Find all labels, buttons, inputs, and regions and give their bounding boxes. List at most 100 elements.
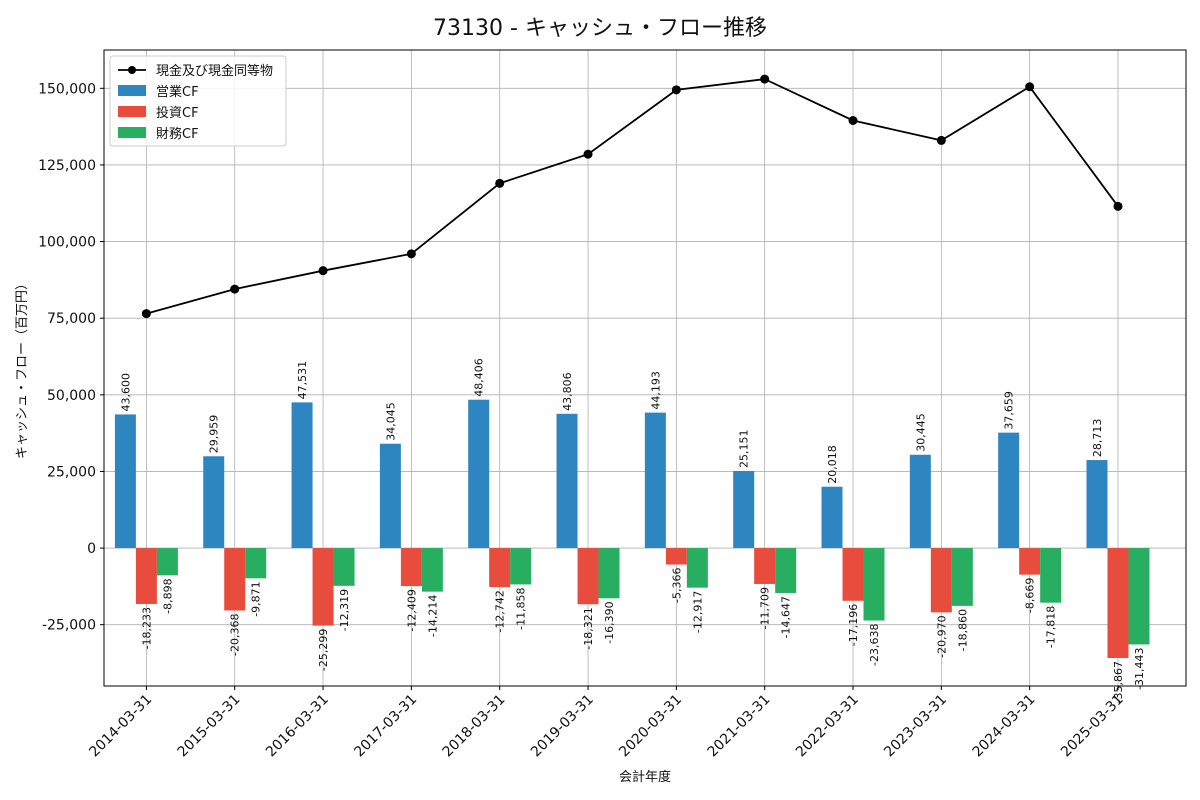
bar-営業CF	[909, 454, 931, 549]
x-tick-label: 2017-03-31	[351, 692, 420, 761]
data-label: 37,659	[1003, 391, 1016, 430]
y-tick-label: 0	[87, 541, 96, 557]
bar-営業CF	[203, 456, 225, 549]
x-tick-label: 2020-03-31	[616, 692, 685, 761]
data-label: -14,647	[780, 596, 793, 638]
cash-point	[1113, 201, 1123, 211]
bar-営業CF	[1086, 460, 1108, 549]
data-label: 28,713	[1091, 419, 1104, 458]
chart-title: 73130 - キャッシュ・フロー推移	[433, 16, 767, 41]
bar-財務CF	[1128, 548, 1150, 645]
bar-財務CF	[863, 548, 885, 621]
data-label: -35,867	[1112, 661, 1125, 703]
legend-box	[109, 55, 287, 147]
y-tick-label: 125,000	[38, 158, 96, 174]
cash-line	[146, 78, 1119, 315]
data-label: 48,406	[473, 358, 486, 397]
bar-投資CF	[1107, 548, 1129, 659]
bar-投資CF	[842, 548, 864, 601]
cash-point	[141, 309, 151, 319]
data-label: -11,709	[759, 587, 772, 629]
cash-point	[583, 149, 593, 159]
bar-営業CF	[379, 443, 401, 549]
legend-line-marker	[128, 66, 136, 74]
bar-投資CF	[135, 548, 157, 604]
bar-投資CF	[224, 548, 246, 611]
y-tick-label: 150,000	[38, 81, 96, 97]
bar-財務CF	[598, 548, 620, 599]
bar-財務CF	[510, 548, 532, 585]
data-label: -18,233	[140, 607, 153, 649]
x-tick-label: 2018-03-31	[440, 692, 509, 761]
y-tick-label: 100,000	[38, 235, 96, 251]
bar-投資CF	[930, 548, 952, 613]
x-axis-label: 会計年度	[619, 769, 671, 785]
data-label: 20,018	[826, 445, 839, 484]
legend-swatch	[118, 85, 146, 96]
x-tick-label: 2025-03-31	[1058, 692, 1127, 761]
bar-投資CF	[489, 548, 511, 588]
legend-label: 財務CF	[156, 127, 199, 142]
data-label: -12,742	[494, 590, 507, 632]
bar-財務CF	[1040, 548, 1062, 603]
bar-財務CF	[686, 548, 708, 588]
x-tick-label: 2016-03-31	[263, 692, 332, 761]
bar-営業CF	[556, 413, 578, 549]
bar-投資CF	[577, 548, 599, 605]
bar-投資CF	[312, 548, 334, 626]
data-label: -23,638	[868, 624, 881, 666]
cash-point	[230, 284, 240, 294]
y-tick-label: 50,000	[47, 388, 96, 404]
data-label: 34,045	[384, 402, 397, 441]
bar-財務CF	[156, 548, 178, 576]
bar-投資CF	[1019, 548, 1041, 575]
bar-営業CF	[998, 432, 1020, 549]
data-label: -31,443	[1133, 647, 1146, 689]
bar-投資CF	[400, 548, 422, 587]
cash-point	[318, 266, 328, 276]
data-label: -18,860	[956, 609, 969, 651]
bar-財務CF	[333, 548, 355, 586]
data-label: 29,959	[208, 415, 221, 454]
data-label: 30,445	[914, 413, 927, 452]
x-tick-label: 2024-03-31	[970, 692, 1039, 761]
x-tick-label: 2019-03-31	[528, 692, 597, 761]
data-label: -17,818	[1045, 606, 1058, 648]
data-label: 47,531	[296, 361, 309, 400]
legend-swatch	[118, 106, 146, 117]
x-tick-label: 2015-03-31	[175, 692, 244, 761]
data-label: -9,871	[250, 581, 263, 616]
data-label: -18,321	[582, 607, 595, 649]
bar-営業CF	[644, 412, 666, 549]
bar-財務CF	[421, 548, 443, 592]
cash-point	[495, 178, 505, 188]
y-tick-label: 75,000	[47, 311, 96, 327]
data-label: 25,151	[738, 429, 751, 468]
x-tick-label: 2022-03-31	[793, 692, 862, 761]
bar-営業CF	[733, 470, 755, 549]
data-label: -20,970	[935, 615, 948, 657]
data-label: -12,409	[405, 589, 418, 631]
x-tick-label: 2014-03-31	[86, 692, 155, 761]
bar-財務CF	[245, 548, 267, 579]
cash-point	[1025, 82, 1035, 92]
plot-frame	[103, 49, 1187, 687]
legend-label: 投資CF	[156, 105, 199, 121]
y-tick-label: 25,000	[47, 464, 96, 480]
data-label: -17,196	[847, 604, 860, 646]
data-label: 43,806	[561, 372, 574, 411]
bar-営業CF	[468, 399, 490, 549]
data-label: -20,368	[229, 614, 242, 656]
x-tick-label: 2023-03-31	[881, 692, 950, 761]
bar-営業CF	[291, 402, 313, 549]
data-label: -12,319	[338, 589, 351, 631]
cash-point	[671, 85, 681, 95]
data-label: -14,214	[426, 595, 439, 637]
y-axis-label: キャッシュ・フロー（百万円）	[15, 277, 30, 459]
bar-財務CF	[951, 548, 973, 606]
data-label: -8,898	[161, 578, 174, 613]
legend-label: 現金及び現金同等物	[156, 63, 273, 79]
bar-投資CF	[665, 548, 687, 565]
